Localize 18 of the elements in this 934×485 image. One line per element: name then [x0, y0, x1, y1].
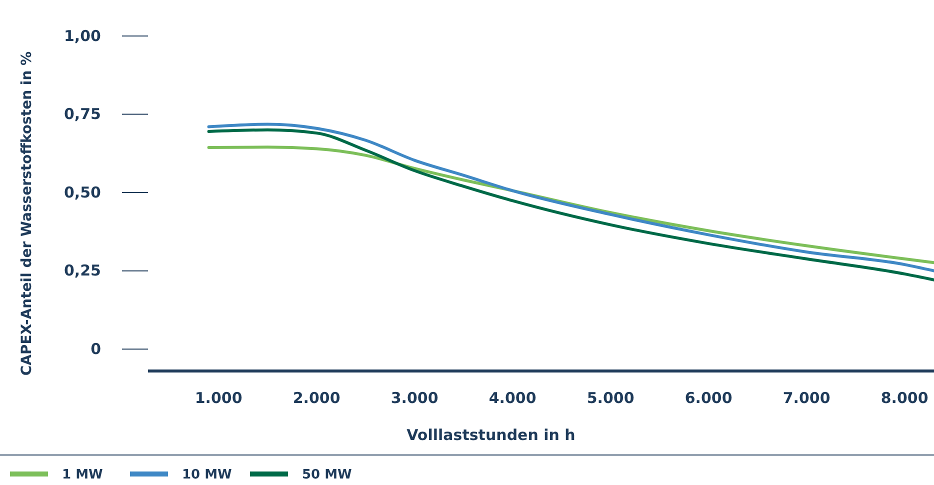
x-tick-label: 8.000 [880, 389, 928, 407]
x-tick-label: 5.000 [586, 389, 634, 407]
y-axis-title: CAPEX-Anteil der Wasserstoffkosten in % [19, 51, 35, 376]
legend-label: 50 MW [302, 468, 352, 483]
x-tick-label: 7.000 [782, 389, 830, 407]
y-tick-label: 0,75 [64, 105, 101, 124]
y-tick-label: 1,00 [64, 26, 101, 45]
x-tick-label: 1.000 [194, 389, 242, 407]
x-tick-label: 2.000 [292, 389, 340, 407]
y-tick-label: 0 [90, 340, 101, 358]
y-tick-label: 0,50 [64, 183, 101, 202]
x-tick-label: 3.000 [390, 389, 438, 407]
x-tick-label: 4.000 [488, 389, 536, 407]
x-tick-label: 6.000 [684, 389, 732, 407]
legend-label: 10 MW [182, 468, 232, 483]
x-axis-title: Volllaststunden in h [406, 426, 576, 444]
y-tick-label: 0,25 [64, 262, 101, 280]
legend-label: 1 MW [62, 468, 103, 483]
